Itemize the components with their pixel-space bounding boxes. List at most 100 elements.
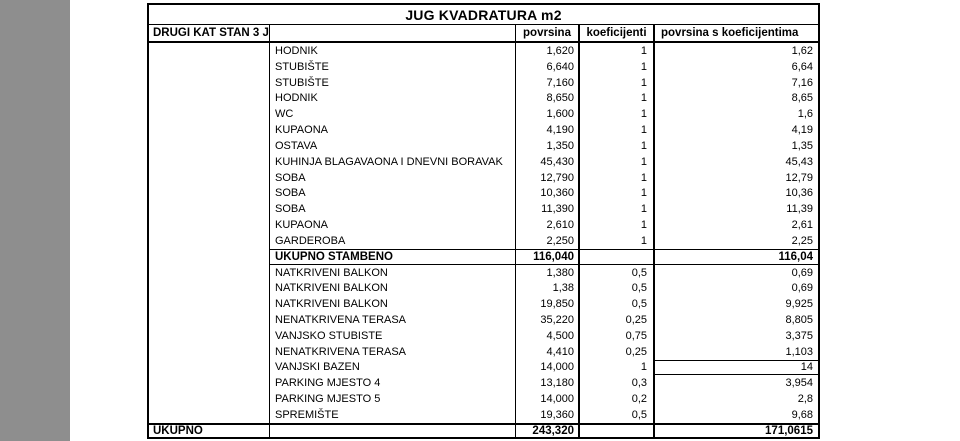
- room-name-cell: NENATKRIVENA TERASA: [269, 312, 515, 328]
- koeficijenti-cell: 0,5: [578, 264, 653, 281]
- povrsina-cell: 1,600: [515, 106, 578, 123]
- header-povrsina-s-koeficijentima: povrsina s koeficijentima: [653, 25, 818, 41]
- footer-povrsina-total: 243,320: [515, 424, 578, 437]
- room-name-cell: HODNIK: [269, 43, 515, 59]
- rezultat-cell: 1,62: [653, 43, 818, 59]
- room-name-cell: VANJSKI BAZEN: [269, 359, 515, 376]
- povrsina-cell: 10,360: [515, 185, 578, 202]
- povrsina-cell: 6,640: [515, 58, 578, 75]
- povrsina-cell: 45,430: [515, 153, 578, 170]
- koeficijenti-cell: 1: [578, 106, 653, 123]
- povrsina-cell: 11,390: [515, 201, 578, 218]
- koeficijenti-cell: 1: [578, 137, 653, 154]
- room-name-cell: SOBA: [269, 169, 515, 186]
- room-name-cell: HODNIK: [269, 90, 515, 107]
- stan-spacer-cell: [149, 296, 269, 312]
- header-koeficijenti: koeficijenti: [578, 25, 653, 41]
- table-row: SOBA 12,790 1 12,79: [149, 169, 818, 186]
- rezultat-cell: 4,19: [653, 122, 818, 138]
- stan-spacer-cell: [149, 344, 269, 360]
- stan-spacer-cell: [149, 170, 269, 186]
- koeficijenti-cell: 1: [578, 43, 653, 59]
- koeficijenti-cell: 1: [578, 217, 653, 233]
- koeficijenti-cell: 0,3: [578, 375, 653, 392]
- table-row: STUBIŠTE 6,640 1 6,64: [149, 58, 818, 75]
- stan-spacer-cell: [149, 201, 269, 217]
- povrsina-cell: 12,790: [515, 169, 578, 186]
- room-name-cell: NATKRIVENI BALKON: [269, 264, 515, 281]
- table-row: PARKING MJESTO 4 13,180 0,3 3,954: [149, 375, 818, 392]
- room-name-cell: PARKING MJESTO 5: [269, 391, 515, 408]
- rezultat-cell: 1,35: [653, 137, 818, 154]
- stan-spacer-cell: [149, 249, 269, 265]
- rezultat-cell: 9,68: [653, 407, 818, 423]
- koeficijenti-cell: 0,25: [578, 343, 653, 360]
- footer-empty-cell: [269, 424, 515, 437]
- table-row: STUBIŠTE 7,160 1 7,16: [149, 74, 818, 91]
- koeficijenti-cell: 0,25: [578, 312, 653, 328]
- koeficijenti-cell: 1: [578, 153, 653, 170]
- stan-spacer-cell: [149, 391, 269, 407]
- rezultat-cell: 12,79: [653, 169, 818, 186]
- povrsina-cell: 8,650: [515, 90, 578, 107]
- koeficijenti-cell: 1: [578, 74, 653, 91]
- koeficijenti-cell: 1: [578, 359, 653, 376]
- kvadratura-table: JUG KVADRATURA m2 DRUGI KAT STAN 3 J pov…: [147, 3, 820, 439]
- rezultat-cell: 1,6: [653, 106, 818, 123]
- table-row: NATKRIVENI BALKON 1,38 0,5 0,69: [149, 280, 818, 297]
- header-drugi-kat-stan: DRUGI KAT STAN 3 J: [153, 27, 269, 39]
- stan-spacer-cell: [149, 185, 269, 201]
- table-body: HODNIK 1,620 1 1,62 STUBIŠTE 6,640 1 6,64 STUBIŠ…: [149, 43, 818, 423]
- rezultat-cell: 1,103: [653, 343, 818, 360]
- povrsina-cell: 1,380: [515, 264, 578, 281]
- povrsina-cell: 4,500: [515, 327, 578, 344]
- rezultat-cell: 3,954: [653, 375, 818, 392]
- room-name-cell: GARDEROBA: [269, 232, 515, 249]
- koeficijenti-cell: 0,75: [578, 327, 653, 344]
- rezultat-cell: 6,64: [653, 58, 818, 75]
- table-title: JUG KVADRATURA m2: [149, 5, 818, 25]
- table-row: NENATKRIVENA TERASA 4,410 0,25 1,103: [149, 343, 818, 360]
- stan-spacer-cell: [149, 265, 269, 281]
- subtotal-row: UKUPNO STAMBENO 116,040 116,04: [149, 248, 818, 265]
- room-name-cell: UKUPNO STAMBENO: [269, 248, 515, 265]
- room-name-cell: SOBA: [269, 185, 515, 202]
- povrsina-cell: 14,000: [515, 359, 578, 376]
- table-row: VANJSKO STUBISTE 4,500 0,75 3,375: [149, 327, 818, 344]
- rezultat-cell: 9,925: [653, 296, 818, 313]
- stan-spacer-cell: [149, 138, 269, 154]
- table-row: HODNIK 1,620 1 1,62: [149, 43, 818, 59]
- table-row: PARKING MJESTO 5 14,000 0,2 2,8: [149, 391, 818, 408]
- table-row: HODNIK 8,650 1 8,65: [149, 90, 818, 107]
- rezultat-cell: 2,8: [653, 391, 818, 408]
- koeficijenti-cell: 1: [578, 185, 653, 202]
- koeficijenti-cell: 0,2: [578, 391, 653, 408]
- rezultat-cell: 8,805: [653, 312, 818, 328]
- rezultat-cell: 7,16: [653, 74, 818, 91]
- stan-spacer-cell: [149, 122, 269, 138]
- room-name-cell: STUBIŠTE: [269, 58, 515, 75]
- left-gray-strip: [0, 0, 70, 441]
- header-empty-cell: [269, 25, 515, 41]
- stan-spacer-cell: [149, 106, 269, 122]
- room-name-cell: OSTAVA: [269, 137, 515, 154]
- rezultat-cell: 116,04: [653, 248, 818, 265]
- table-row: KUPAONA 2,610 1 2,61: [149, 217, 818, 233]
- table-footer-row: UKUPNO 243,320 171,0615: [149, 422, 818, 437]
- rezultat-cell: 0,69: [653, 280, 818, 297]
- koeficijenti-cell: 1: [578, 90, 653, 107]
- rezultat-cell: 3,375: [653, 327, 818, 344]
- povrsina-cell: 13,180: [515, 375, 578, 392]
- table-row: GARDEROBA 2,250 1 2,25: [149, 232, 818, 249]
- stan-spacer-cell: [149, 59, 269, 75]
- header-povrsina: povrsina: [515, 25, 578, 41]
- table-row: KUHINJA BLAGAVAONA I DNEVNI BORAVAK 45,43…: [149, 153, 818, 170]
- rezultat-cell: 45,43: [653, 153, 818, 170]
- povrsina-cell: 2,610: [515, 217, 578, 233]
- room-name-cell: KUPAONA: [269, 122, 515, 138]
- room-name-cell: STUBIŠTE: [269, 74, 515, 91]
- footer-koeficijenti-cell: [578, 424, 653, 437]
- stan-spacer-cell: [149, 217, 269, 233]
- koeficijenti-cell: [578, 248, 653, 265]
- povrsina-cell: 116,040: [515, 248, 578, 265]
